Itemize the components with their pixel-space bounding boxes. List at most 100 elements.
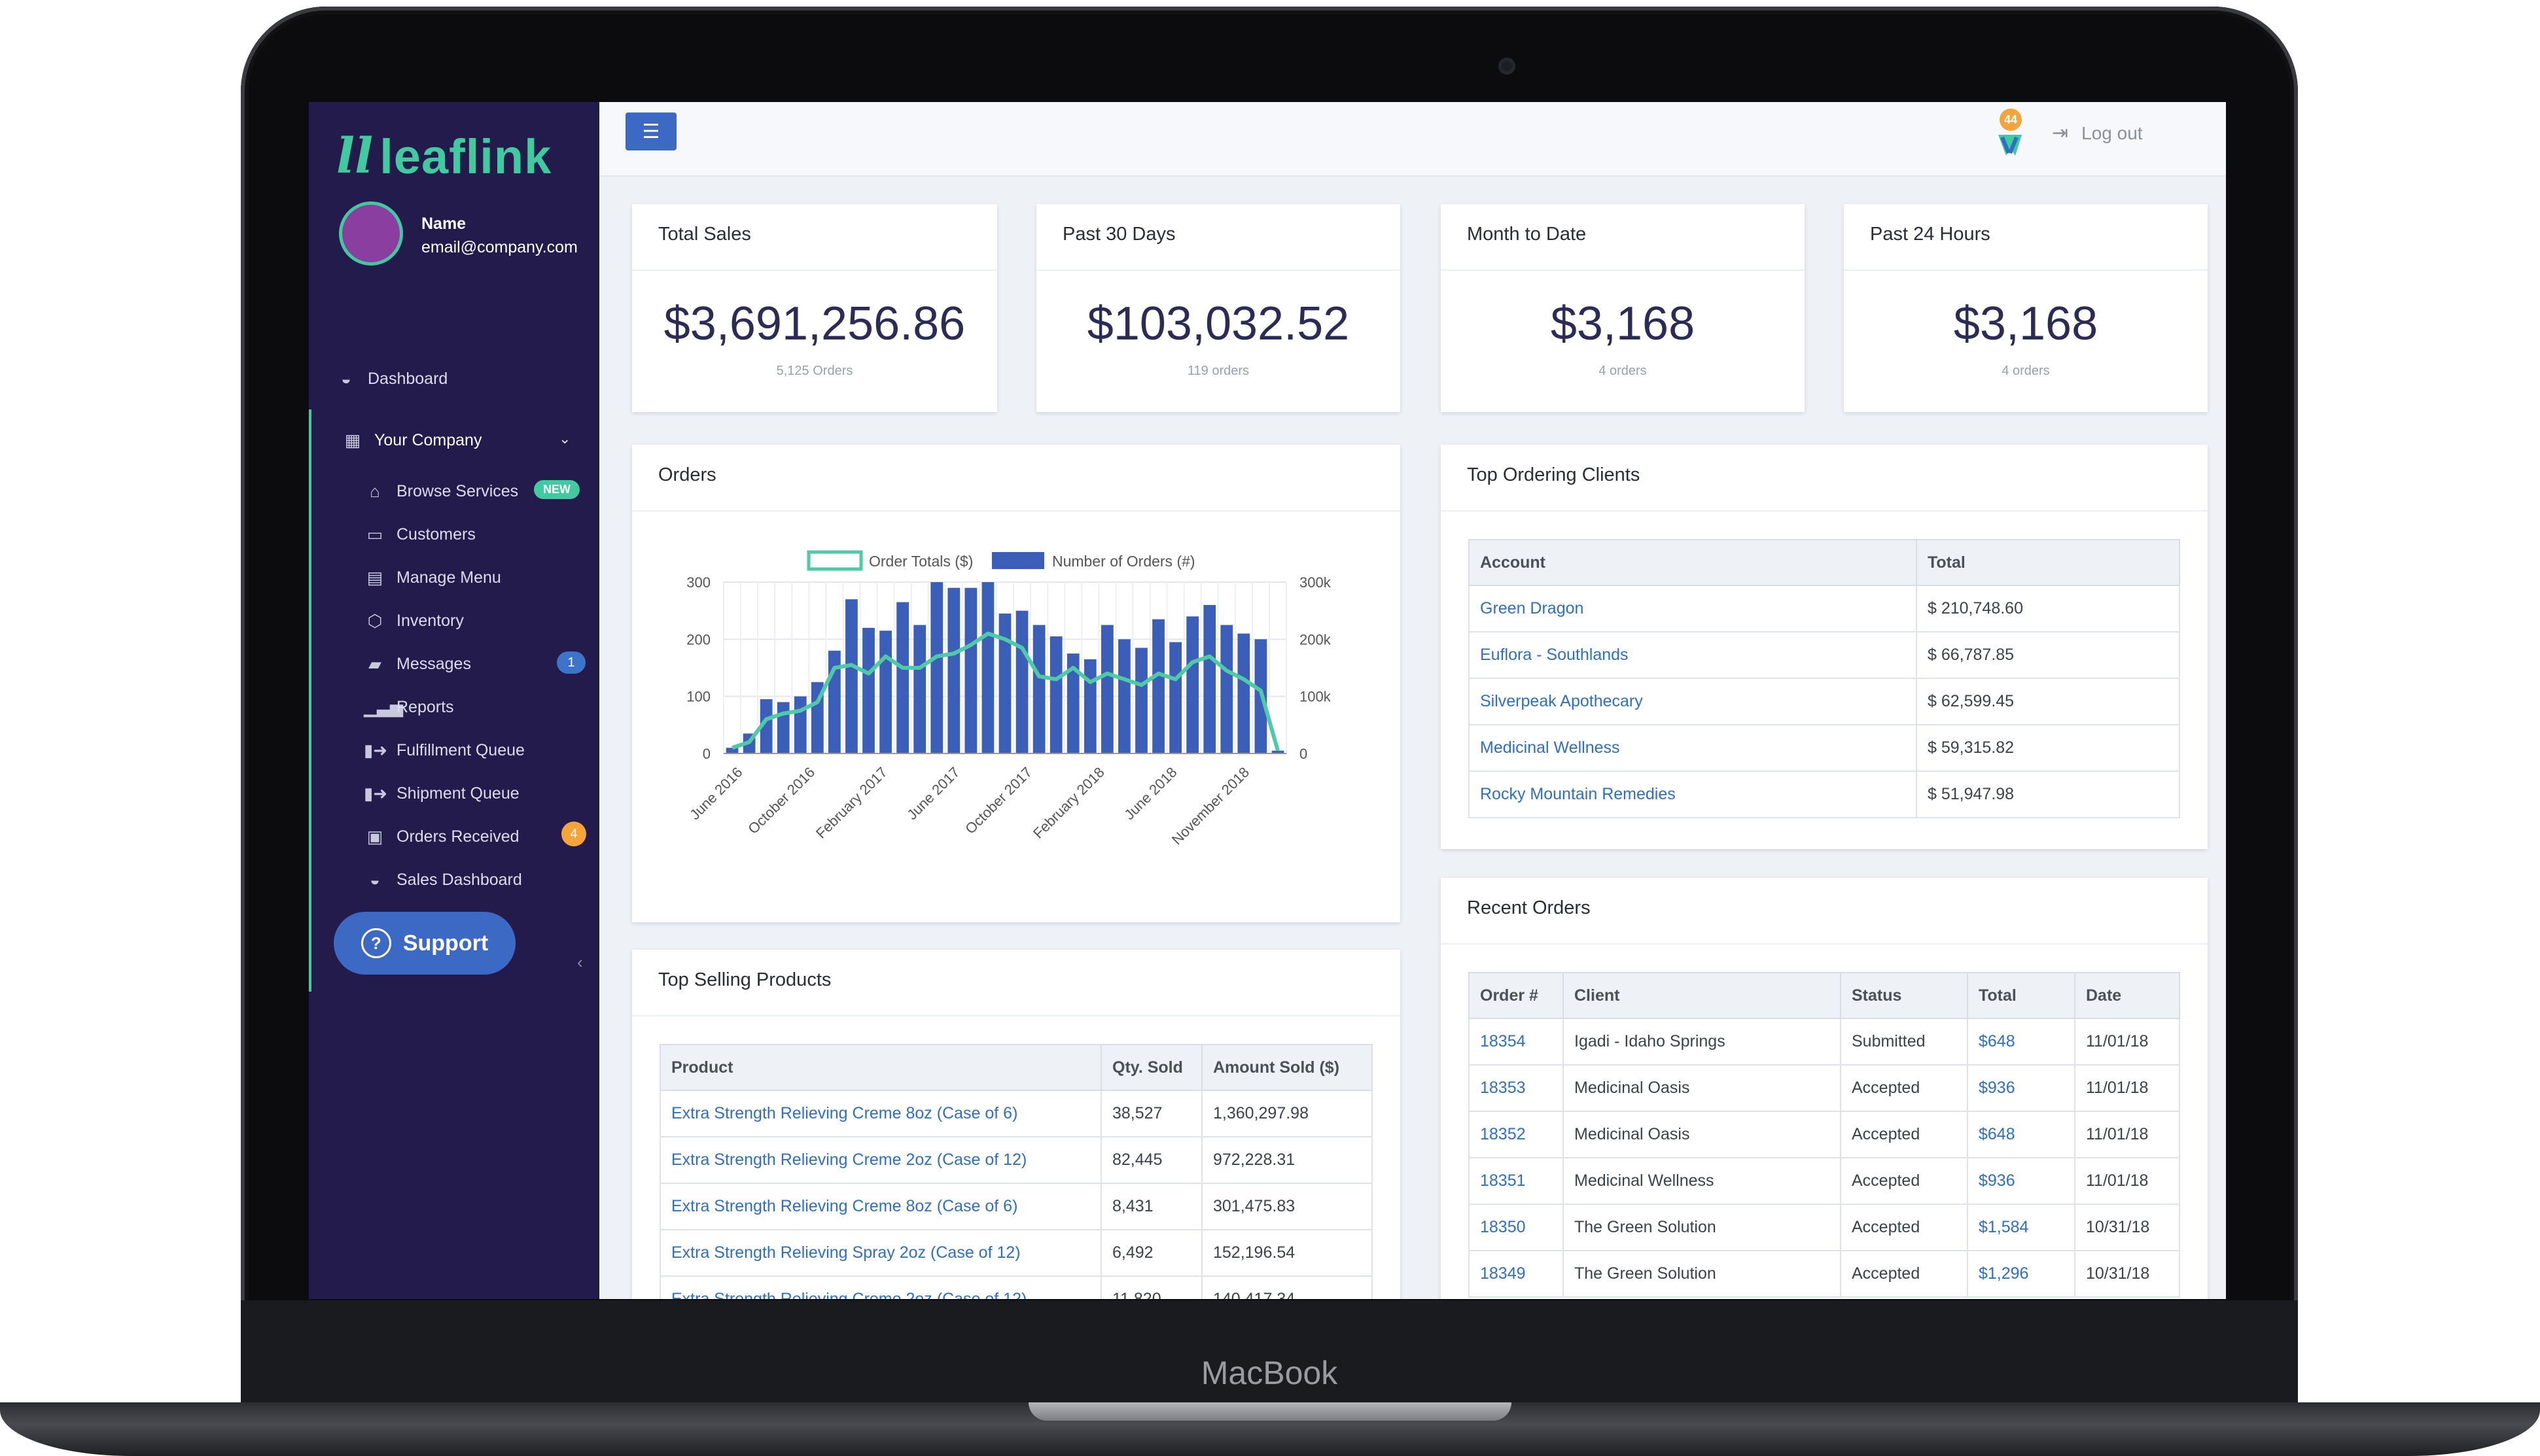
chart-bar[interactable] xyxy=(845,599,858,754)
chart-bar[interactable] xyxy=(1237,633,1250,754)
column-header[interactable]: Total xyxy=(1967,972,2075,1019)
client-row[interactable]: Euflora - Southlands $ 66,787.85 xyxy=(1468,631,2180,679)
table-cell[interactable]: 18350 xyxy=(1468,1204,1564,1251)
column-header[interactable]: Date xyxy=(2074,972,2180,1019)
table-cell[interactable]: $936 xyxy=(1967,1157,2075,1205)
chart-bar[interactable] xyxy=(896,602,909,754)
column-header[interactable]: Order # xyxy=(1468,972,1564,1019)
chart-bar[interactable] xyxy=(1220,625,1233,754)
table-cell[interactable]: $1,584 xyxy=(1967,1204,2075,1251)
chart-bar[interactable] xyxy=(1101,625,1114,754)
sidebar-item-messages[interactable]: ▰ Messages xyxy=(364,654,471,674)
table-cell[interactable]: Silverpeak Apothecary xyxy=(1468,678,1917,725)
sidebar-item-customers[interactable]: ▭ Customers xyxy=(364,525,476,545)
sidebar-item-browse-services[interactable]: ⌂ Browse Services xyxy=(364,481,518,502)
chart-bar[interactable] xyxy=(981,582,995,754)
chart-bar[interactable] xyxy=(1135,648,1148,754)
chart-bar[interactable] xyxy=(879,631,892,754)
sidebar-item-orders-received[interactable]: ▣ Orders Received xyxy=(364,827,520,847)
sidebar-item-shipment-queue[interactable]: ▮➜ Shipment Queue xyxy=(364,784,520,804)
table-cell[interactable]: Extra Strength Relieving Creme 2oz (Case… xyxy=(660,1136,1102,1184)
chart-bar[interactable] xyxy=(1152,619,1165,754)
table-cell[interactable]: $648 xyxy=(1967,1111,2075,1158)
chart-bar[interactable] xyxy=(947,587,961,754)
sidebar-item-inventory[interactable]: ⬡ Inventory xyxy=(364,611,464,631)
table-cell[interactable]: 18353 xyxy=(1468,1064,1564,1112)
column-header[interactable]: Amount Sold ($) xyxy=(1201,1044,1373,1091)
product-row[interactable]: Extra Strength Relieving Spray 2oz (Case… xyxy=(660,1229,1373,1277)
table-cell[interactable]: Medicinal Wellness xyxy=(1468,724,1917,772)
table-cell[interactable]: Extra Strength Relieving Creme 2oz (Case… xyxy=(660,1275,1102,1299)
avatar[interactable] xyxy=(339,201,403,266)
chart-bar[interactable] xyxy=(998,614,1012,754)
chart-bar[interactable] xyxy=(930,582,944,754)
chart-bar[interactable] xyxy=(1032,625,1046,754)
table-cell[interactable]: Euflora - Southlands xyxy=(1468,631,1917,679)
chart-bar[interactable] xyxy=(1118,639,1131,754)
support-button[interactable]: ? Support xyxy=(334,912,516,975)
table-cell[interactable]: Extra Strength Relieving Creme 8oz (Case… xyxy=(660,1090,1102,1137)
order-row[interactable]: 18354 Igadi - Idaho Springs Submitted $648 1… xyxy=(1468,1018,2180,1066)
legend-label[interactable]: Number of Orders (#) xyxy=(1052,553,1195,570)
client-row[interactable]: Rocky Mountain Remedies $ 51,947.98 xyxy=(1468,771,2180,818)
sidebar-item-sales-dashboard[interactable]: ◒ Sales Dashboard xyxy=(364,870,522,890)
product-row[interactable]: Extra Strength Relieving Creme 2oz (Case… xyxy=(660,1275,1373,1299)
client-row[interactable]: Green Dragon $ 210,748.60 xyxy=(1468,585,2180,633)
chart-bar[interactable] xyxy=(1169,642,1182,754)
chart-series-line[interactable] xyxy=(732,631,1280,752)
table-cell[interactable]: Extra Strength Relieving Spray 2oz (Case… xyxy=(660,1229,1102,1277)
column-header[interactable]: Product xyxy=(660,1044,1102,1091)
table-cell[interactable]: 18351 xyxy=(1468,1157,1564,1205)
collapse-sidebar-icon[interactable]: ‹ xyxy=(577,952,583,972)
table-cell[interactable]: 18349 xyxy=(1468,1250,1564,1298)
column-header[interactable]: Qty. Sold xyxy=(1101,1044,1203,1091)
table-cell[interactable]: Green Dragon xyxy=(1468,585,1917,633)
table-cell[interactable]: $1,296 xyxy=(1967,1250,2075,1298)
medal-icon[interactable] xyxy=(1993,115,2026,161)
chart-bar[interactable] xyxy=(1015,610,1029,754)
table-cell[interactable]: $936 xyxy=(1967,1064,2075,1112)
chevron-down-icon[interactable]: ⌄ xyxy=(559,430,571,447)
logout-button[interactable]: ⇥ Log out xyxy=(2052,122,2143,145)
sidebar-item-dashboard[interactable]: ◒ Dashboard xyxy=(335,369,448,389)
chart-bar[interactable] xyxy=(964,587,978,754)
chart-bar[interactable] xyxy=(794,696,807,754)
legend-swatch-line[interactable] xyxy=(807,550,863,571)
chart-bar[interactable] xyxy=(913,625,926,754)
legend-swatch-bar[interactable] xyxy=(992,552,1044,569)
column-header[interactable]: Account xyxy=(1468,539,1917,586)
order-row[interactable]: 18351 Medicinal Wellness Accepted $936 11/01… xyxy=(1468,1157,2180,1205)
table-cell[interactable]: 18354 xyxy=(1468,1018,1564,1066)
order-row[interactable]: 18349 The Green Solution Accepted $1,296 10/… xyxy=(1468,1250,2180,1298)
chart-bar[interactable] xyxy=(1203,604,1216,754)
chart-bar[interactable] xyxy=(777,702,790,754)
client-row[interactable]: Silverpeak Apothecary $ 62,599.45 xyxy=(1468,678,2180,725)
client-row[interactable]: Medicinal Wellness $ 59,315.82 xyxy=(1468,724,2180,772)
chart-bar[interactable] xyxy=(1186,616,1199,754)
order-row[interactable]: 18350 The Green Solution Accepted $1,584 10/… xyxy=(1468,1204,2180,1251)
chart-bar[interactable] xyxy=(726,748,739,754)
table-cell[interactable]: Rocky Mountain Remedies xyxy=(1468,771,1917,818)
column-header[interactable]: Total xyxy=(1916,539,2180,586)
sidebar-item-manage-menu[interactable]: ▤ Manage Menu xyxy=(364,568,501,588)
chart-bar[interactable] xyxy=(1084,659,1097,754)
sidebar-item-fulfillment-queue[interactable]: ▮➜ Fulfillment Queue xyxy=(364,740,525,761)
table-cell[interactable]: Extra Strength Relieving Creme 8oz (Case… xyxy=(660,1183,1102,1230)
sidebar-item-reports[interactable]: ▁▃▅ Reports xyxy=(364,697,454,718)
hamburger-menu-button[interactable]: ☰ xyxy=(626,113,677,150)
logo[interactable]: ll leaflink xyxy=(336,127,552,186)
legend-label[interactable]: Order Totals ($) xyxy=(869,553,973,570)
table-cell[interactable]: $648 xyxy=(1967,1018,2075,1066)
product-row[interactable]: Extra Strength Relieving Creme 8oz (Case… xyxy=(660,1090,1373,1137)
product-row[interactable]: Extra Strength Relieving Creme 2oz (Case… xyxy=(660,1136,1373,1184)
chart-bar[interactable] xyxy=(760,699,773,754)
column-header[interactable]: Client xyxy=(1562,972,1841,1019)
chart-bar[interactable] xyxy=(1271,750,1284,754)
order-row[interactable]: 18352 Medicinal Oasis Accepted $648 11/01/18 xyxy=(1468,1111,2180,1158)
table-cell[interactable]: 18352 xyxy=(1468,1111,1564,1158)
order-row[interactable]: 18353 Medicinal Oasis Accepted $936 11/01/18 xyxy=(1468,1064,2180,1112)
column-header[interactable]: Status xyxy=(1840,972,1968,1019)
sidebar-item-your-company[interactable]: ▦ Your Company xyxy=(342,430,482,451)
chart-bar[interactable] xyxy=(862,627,875,754)
